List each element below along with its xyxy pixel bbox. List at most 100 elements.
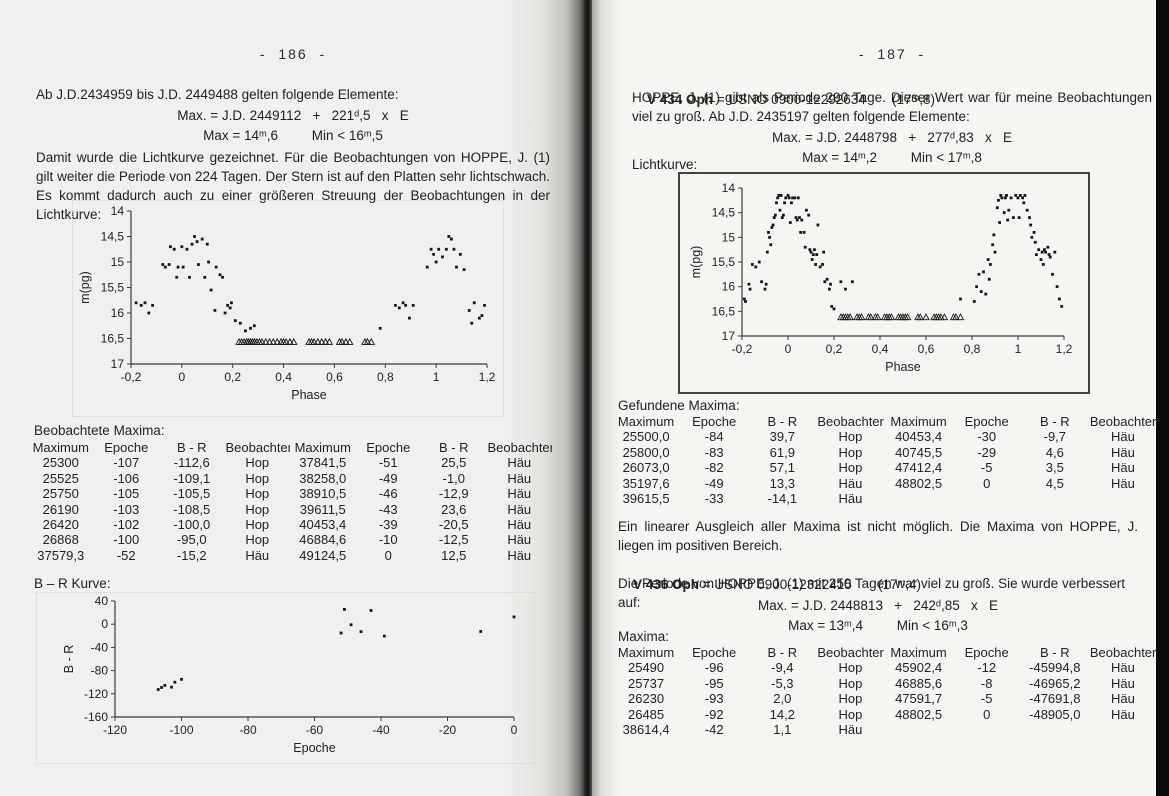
cell: 12,5 [441, 547, 467, 563]
cell: 14,2 [769, 706, 795, 722]
svg-text:-40: -40 [372, 723, 390, 737]
cell [1021, 491, 1089, 506]
cell: Häu [507, 532, 532, 548]
cell: Hop [245, 532, 270, 548]
cell [1021, 722, 1089, 737]
cell: 25,5 [441, 455, 467, 471]
book-gutter [584, 0, 592, 796]
cell: -5,3 [771, 675, 794, 691]
cell: -1,0 [442, 470, 465, 486]
cell: Hop [838, 675, 863, 691]
svg-text:0,4: 0,4 [872, 342, 889, 356]
elements-formula-block: Max. = J.D. 2449112 + 221ᵈ,5 x E Max = 1… [36, 106, 550, 147]
v436-period-paragraph: Die Periode von HOPPE, J. (1) mit 250 Ta… [618, 576, 1125, 611]
svg-text:0: 0 [179, 370, 186, 384]
column-header: Epoche [692, 414, 737, 429]
cell: Hop [838, 460, 863, 476]
column-header: Beobachter [1089, 645, 1157, 660]
column-header: Beobachter [817, 414, 884, 429]
cell: -12,9 [438, 486, 469, 502]
cell: 37579,3 [37, 547, 85, 563]
cell: -95 [704, 675, 724, 691]
svg-text:16,5: 16,5 [101, 332, 125, 346]
maxima-table-wrap: Maximum Epoche B - R Beobachter Maximum Epoch… [612, 645, 1157, 737]
cell: 25500,0 [622, 429, 670, 445]
cell: 47591,7 [895, 691, 943, 707]
svg-text:m(pg): m(pg) [689, 246, 703, 279]
cell [1089, 722, 1157, 737]
cell: Häu [1111, 660, 1135, 676]
br-curve-chart: -120 -100 -80 -60 -40 -20 0400-40-80-120-160Ep… [62, 594, 518, 755]
table-header-row: Maximum Epoche B - R Beobachter Maximum Epoch… [612, 645, 1157, 660]
cell: 3,5 [1045, 460, 1064, 476]
table-header-row: Maximum Epoche B - R Beobachter Maximum Epoch… [28, 440, 552, 455]
cell: -93 [704, 691, 724, 707]
svg-text:14,5: 14,5 [712, 206, 736, 220]
column-header: Epoche [964, 645, 1009, 660]
column-header: B - R [767, 645, 798, 660]
cell: Hop [838, 429, 863, 445]
cell: 39,7 [769, 429, 795, 445]
cell: -20,5 [438, 517, 469, 533]
cell: 39611,5 [299, 501, 346, 517]
cell: Häu [1111, 706, 1135, 722]
cell [953, 491, 1021, 506]
cell: Hop [245, 501, 270, 517]
svg-text:0,4: 0,4 [275, 370, 292, 384]
svg-text:Epoche: Epoche [293, 741, 335, 755]
cell: 23,6 [441, 501, 467, 517]
cell: 61,9 [769, 444, 795, 460]
elements-intro-paragraph: Ab J.D.2434959 bis J.D. 2449488 gelten f… [36, 87, 399, 102]
cell [953, 722, 1021, 737]
cell: -51 [378, 455, 398, 471]
cell: -45994,8 [1029, 660, 1081, 676]
cell: -39 [378, 517, 398, 533]
book-edge [1156, 0, 1169, 796]
v436-formula-block: Max. = J.D. 2448813 + 242ᵈ,85 x E Max = … [618, 596, 1138, 637]
svg-text:40: 40 [95, 594, 109, 608]
cell: 40453,4 [895, 429, 943, 445]
svg-text:15,5: 15,5 [712, 255, 736, 269]
formula-minmax-line: Max = 14ᵐ,6 Min < 16ᵐ,5 [203, 128, 383, 144]
column-header: Epoche [964, 414, 1009, 429]
cell: Häu [1111, 475, 1135, 491]
column-header: Maximum [617, 645, 675, 660]
cell: 0 [983, 706, 991, 722]
br-curve-chart-container: -120 -100 -80 -60 -40 -20 0 40 0 -40 -80 -120 -160 Ep… [36, 592, 535, 764]
cell: Hop [245, 486, 270, 502]
cell: 25490 [627, 660, 665, 676]
table-row: 25750 -105 -105,5 Hop 38910,5 -46 -12,9 Häu [28, 486, 552, 501]
observed-maxima-table-wrap: Maximum Epoche B - R Beobachter Maximum Epoch… [28, 440, 552, 563]
cell: 48802,5 [895, 475, 943, 491]
svg-text:14,5: 14,5 [101, 230, 125, 244]
observed-maxima-label: Beobachtete Maxima: [34, 423, 165, 438]
star-name-v434: V 434 Oph [647, 92, 714, 108]
cell: -30 [977, 429, 997, 445]
v436-formula-minmax-line: Max = 13ᵐ,4 Min < 16ᵐ,3 [788, 618, 968, 634]
cell: -43 [378, 501, 398, 517]
cell: 25300 [42, 455, 79, 471]
svg-text:1: 1 [433, 370, 440, 384]
cell: -112,6 [173, 455, 210, 471]
cell: -10 [378, 532, 398, 548]
svg-text:0: 0 [511, 723, 518, 737]
cell: 47412,4 [895, 460, 943, 476]
cell: 49124,5 [299, 547, 347, 563]
table-row: 25500,0 -84 39,7 Hop 40453,4 -30 -9,7 Häu [612, 429, 1157, 444]
svg-text:14: 14 [722, 181, 736, 195]
cell: 37841,5 [299, 455, 347, 471]
cell: Häu [1111, 691, 1135, 707]
table-row: 39615,5 -33 -14,1 Häu [612, 491, 1157, 506]
cell: -48905,0 [1029, 706, 1081, 722]
svg-text:1: 1 [1015, 342, 1022, 356]
table-row: 26420 -102 -100,0 Hop 40453,4 -39 -20,5 Häu [28, 517, 552, 532]
cell: Häu [507, 486, 532, 502]
cell: 25525 [42, 470, 79, 486]
cell: Häu [838, 491, 863, 507]
table-row: 35197,6 -49 13,3 Häu 48802,5 0 4,5 Häu [612, 476, 1157, 491]
star-name-v436: V 436 Oph [633, 577, 700, 593]
br-curve-label: B – R Kurve: [34, 576, 111, 591]
star-title-v434: V 434 Oph = USNO 0900-12292634 (17ᵐ,8) [632, 71, 1152, 128]
cell: 25750 [42, 486, 79, 502]
star-designation-v434: = USNO 0900-12292634 (17ᵐ,8) [713, 92, 936, 108]
